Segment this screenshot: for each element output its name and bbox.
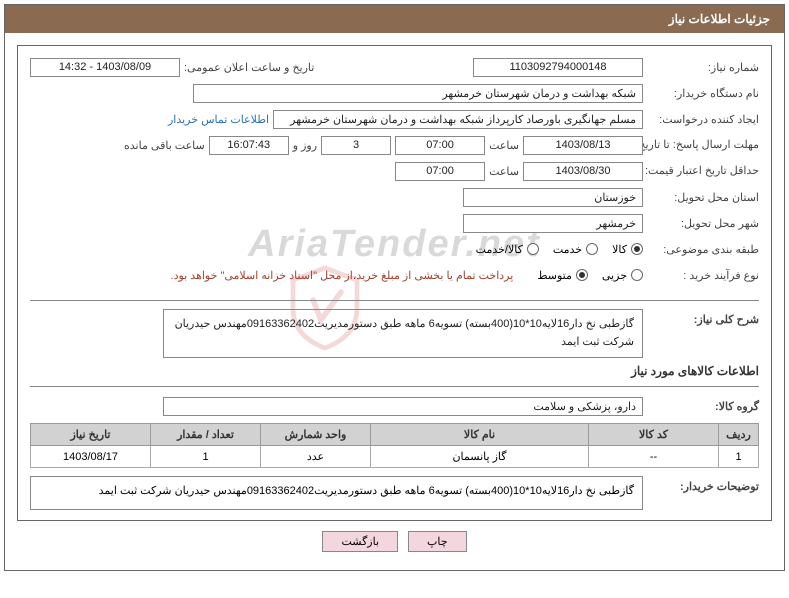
purchase-process-label: نوع فرآیند خرید : — [647, 269, 759, 282]
header-bar: جزئیات اطلاعات نیاز — [5, 5, 784, 33]
goods-table: ردیفکد کالانام کالاواحد شمارشتعداد / مقد… — [30, 423, 759, 468]
days-remaining: 3 — [321, 136, 391, 155]
remaining-label: ساعت باقی مانده — [124, 139, 205, 152]
row-requester: ایجاد کننده درخواست: مسلم جهانگیری باورص… — [30, 108, 759, 130]
time-label-2: ساعت — [489, 165, 519, 178]
row-general-desc: شرح کلی نیاز: گازطبی نخ دار16لایه10*10(4… — [30, 309, 759, 358]
table-cell: 1 — [151, 446, 261, 468]
details-box: شماره نیاز: 1103092794000148 تاریخ و ساع… — [17, 45, 772, 521]
delivery-city-value: خرمشهر — [463, 214, 643, 233]
goods-info-title: اطلاعات کالاهای مورد نیاز — [30, 364, 759, 378]
deadline-reply-time: 07:00 — [395, 136, 485, 155]
row-goods-group: گروه کالا: دارو، پزشکی و سلامت — [30, 395, 759, 417]
content-area: AriaTender.net شماره نیاز: 1103092794000… — [5, 33, 784, 570]
row-deadline-reply: مهلت ارسال پاسخ: تا تاریخ: 1403/08/13 سا… — [30, 134, 759, 156]
countdown-timer: 16:07:43 — [209, 136, 289, 155]
table-header-cell: تاریخ نیاز — [31, 424, 151, 446]
row-city: شهر محل تحویل: خرمشهر — [30, 212, 759, 234]
table-header-cell: تعداد / مقدار — [151, 424, 261, 446]
price-validity-time: 07:00 — [395, 162, 485, 181]
divider-2 — [30, 386, 759, 387]
deadline-reply-label: مهلت ارسال پاسخ: تا تاریخ: — [647, 138, 759, 152]
table-cell: عدد — [261, 446, 371, 468]
row-buyer-org: نام دستگاه خریدار: شبکه بهداشت و درمان ش… — [30, 82, 759, 104]
category-option[interactable]: کالا — [612, 243, 643, 256]
need-number-label: شماره نیاز: — [647, 61, 759, 74]
general-desc-label: شرح کلی نیاز: — [647, 309, 759, 326]
contact-buyer-link[interactable]: اطلاعات تماس خریدار — [168, 113, 269, 126]
payment-note: پرداخت تمام یا بخشی از مبلغ خرید،از محل … — [171, 269, 514, 282]
table-row: 1--گاز پانسمانعدد11403/08/17 — [31, 446, 759, 468]
table-header-cell: ردیف — [719, 424, 759, 446]
radio-icon — [631, 269, 643, 281]
footer-buttons: چاپ بازگشت — [17, 521, 772, 558]
radio-label: متوسط — [537, 269, 572, 282]
table-cell: گاز پانسمان — [371, 446, 589, 468]
buyer-org-value: شبکه بهداشت و درمان شهرستان خرمشهر — [193, 84, 643, 103]
purchase-option[interactable]: جزیی — [602, 269, 643, 282]
row-province: استان محل تحویل: خوزستان — [30, 186, 759, 208]
row-purchase-process: نوع فرآیند خرید : جزیی متوسط پرداخت تمام … — [30, 264, 759, 286]
radio-icon — [576, 269, 588, 281]
back-button[interactable]: بازگشت — [322, 531, 398, 552]
requester-value: مسلم جهانگیری باورصاد کارپرداز شبکه بهدا… — [273, 110, 643, 129]
delivery-province-value: خوزستان — [463, 188, 643, 207]
buyer-note-label: توضیحات خریدار: — [647, 476, 759, 493]
radio-label: کالا — [612, 243, 627, 256]
category-option[interactable]: خدمت — [553, 243, 598, 256]
main-frame: جزئیات اطلاعات نیاز AriaTender.net شماره… — [4, 4, 785, 571]
days-and-label: روز و — [293, 139, 317, 152]
table-body: 1--گاز پانسمانعدد11403/08/17 — [31, 446, 759, 468]
time-label-1: ساعت — [489, 139, 519, 152]
divider-1 — [30, 300, 759, 301]
purchase-radio-group: جزیی متوسط — [537, 269, 643, 282]
general-desc-value: گازطبی نخ دار16لایه10*10(400بسته) تسویه6… — [163, 309, 643, 358]
category-option[interactable]: کالا/خدمت — [476, 243, 539, 256]
table-header-row: ردیفکد کالانام کالاواحد شمارشتعداد / مقد… — [31, 424, 759, 446]
buyer-org-label: نام دستگاه خریدار: — [647, 87, 759, 100]
delivery-city-label: شهر محل تحویل: — [647, 217, 759, 230]
category-radio-group: کالا خدمت کالا/خدمت — [476, 243, 643, 256]
price-validity-date: 1403/08/30 — [523, 162, 643, 181]
row-price-validity: حداقل تاریخ اعتبار قیمت: تا تاریخ: 1403/… — [30, 160, 759, 182]
purchase-option[interactable]: متوسط — [537, 269, 588, 282]
category-label: طبقه بندی موضوعی: — [647, 243, 759, 256]
row-need-number: شماره نیاز: 1103092794000148 تاریخ و ساع… — [30, 56, 759, 78]
requester-label: ایجاد کننده درخواست: — [647, 113, 759, 126]
buyer-note-value: گازطبی نخ دار16لایه10*10(400بسته) تسویه6… — [30, 476, 643, 510]
price-validity-label: حداقل تاریخ اعتبار قیمت: تا تاریخ: — [647, 164, 759, 178]
row-category: طبقه بندی موضوعی: کالا خدمت کالا/خدمت — [30, 238, 759, 260]
goods-group-value: دارو، پزشکی و سلامت — [163, 397, 643, 416]
print-button[interactable]: چاپ — [408, 531, 467, 552]
delivery-province-label: استان محل تحویل: — [647, 191, 759, 204]
radio-label: جزیی — [602, 269, 627, 282]
row-buyer-note: توضیحات خریدار: گازطبی نخ دار16لایه10*10… — [30, 476, 759, 510]
announce-datetime-label: تاریخ و ساعت اعلان عمومی: — [184, 61, 314, 74]
table-header-cell: واحد شمارش — [261, 424, 371, 446]
goods-group-label: گروه کالا: — [647, 400, 759, 413]
table-cell: 1 — [719, 446, 759, 468]
header-title: جزئیات اطلاعات نیاز — [669, 12, 770, 26]
table-cell: 1403/08/17 — [31, 446, 151, 468]
radio-icon — [631, 243, 643, 255]
radio-label: کالا/خدمت — [476, 243, 523, 256]
need-number-value: 1103092794000148 — [473, 58, 643, 77]
deadline-reply-date: 1403/08/13 — [523, 136, 643, 155]
table-cell: -- — [589, 446, 719, 468]
table-header-cell: کد کالا — [589, 424, 719, 446]
announce-datetime-value: 1403/08/09 - 14:32 — [30, 58, 180, 77]
radio-label: خدمت — [553, 243, 582, 256]
table-header-cell: نام کالا — [371, 424, 589, 446]
radio-icon — [586, 243, 598, 255]
radio-icon — [527, 243, 539, 255]
